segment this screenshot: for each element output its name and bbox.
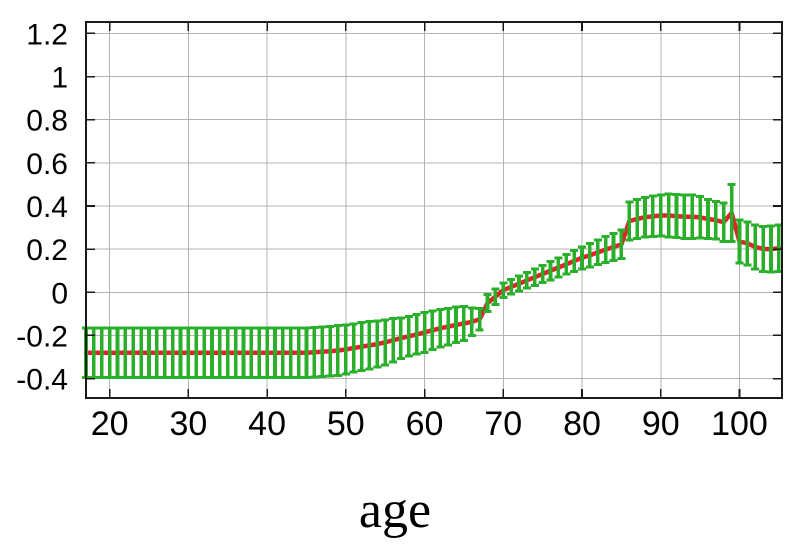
y-tick-label: 0.6 [26, 148, 68, 181]
y-tick-label: 0.8 [26, 105, 68, 138]
y-tick-label: 1.2 [26, 18, 68, 51]
x-tick-label: 90 [642, 405, 680, 443]
x-tick-label: 100 [711, 405, 768, 443]
y-tick-label: 0.4 [26, 191, 68, 224]
y-tick-label: 0.2 [26, 234, 68, 267]
y-tick-label: 0 [51, 277, 68, 310]
axis-border [85, 21, 783, 399]
x-tick-label: 30 [169, 405, 207, 443]
y-tick-label: -0.4 [16, 364, 68, 397]
y-tick-label: -0.2 [16, 320, 68, 353]
x-tick-label: 60 [406, 405, 444, 443]
x-tick-label: 20 [91, 405, 129, 443]
x-tick-label: 70 [484, 405, 522, 443]
x-tick-label: 80 [563, 405, 601, 443]
x-axis-title: age [358, 482, 432, 539]
x-tick-label: 40 [248, 405, 286, 443]
x-tick-label: 50 [327, 405, 365, 443]
y-tick-label: 1 [51, 62, 68, 95]
